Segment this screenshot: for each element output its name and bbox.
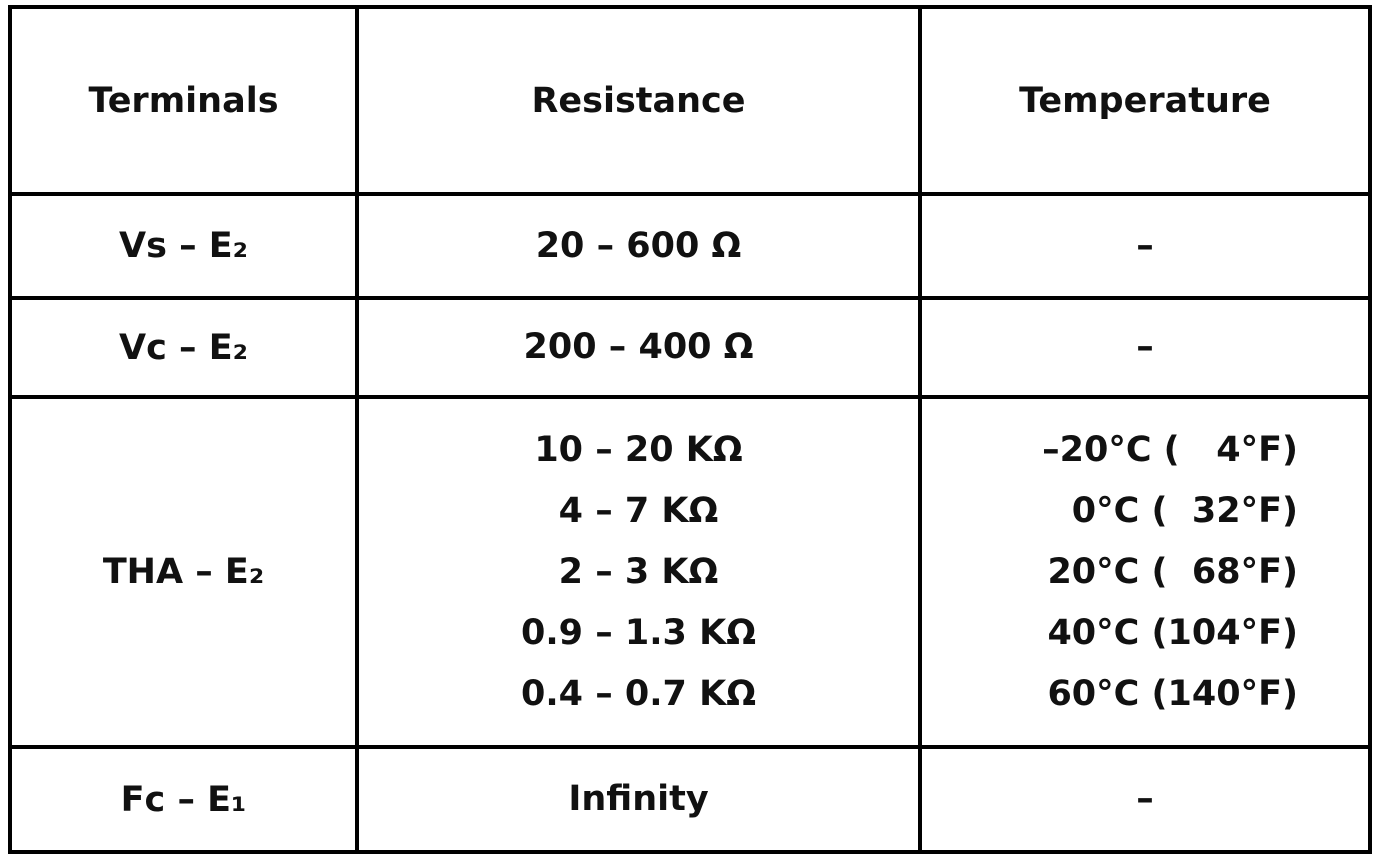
table-row: Vc – E₂ 200 – 400 Ω – xyxy=(8,296,1372,399)
cell-line: 40°C (104°F) xyxy=(1047,612,1298,653)
cell-line: Infinity xyxy=(568,779,709,819)
table-row: Fc – E₁ Infinity – xyxy=(8,745,1372,854)
cell-line: 200 – 400 Ω xyxy=(523,327,754,367)
cell-line: 60°C (140°F) xyxy=(1047,673,1298,714)
cell-line: 20 – 600 Ω xyxy=(535,225,742,266)
terminals-cell: Vs – E₂ xyxy=(8,192,359,300)
cell-line: 0.9 – 1.3 KΩ xyxy=(521,612,756,653)
header-cell: Temperature xyxy=(918,5,1372,196)
cell-line: – xyxy=(1136,779,1154,819)
resistance-cell: 20 – 600 Ω xyxy=(355,192,922,300)
cell-line: 2 – 3 KΩ xyxy=(558,551,719,592)
header-cell: Terminals xyxy=(8,5,359,196)
temperature-cell: –20°C ( 4°F) 0°C ( 32°F) 20°C ( 68°F) 40°C … xyxy=(918,395,1372,749)
cell-line: 0.4 – 0.7 KΩ xyxy=(521,673,756,714)
resistance-cell: 10 – 20 KΩ 4 – 7 KΩ 2 – 3 KΩ 0.9 – 1.3 KΩ 0.… xyxy=(355,395,922,749)
cell-line: 4 – 7 KΩ xyxy=(558,490,719,531)
cell-line: – xyxy=(1136,225,1154,266)
terminals-cell: THA – E₂ xyxy=(8,395,359,749)
cell-line: 20°C ( 68°F) xyxy=(1047,551,1298,592)
resistance-cell: Infinity xyxy=(355,745,922,854)
cell-line: 0°C ( 32°F) xyxy=(1071,490,1298,531)
header-cell: Resistance xyxy=(355,5,922,196)
temperature-cell: – xyxy=(918,192,1372,300)
terminals-cell: Vc – E₂ xyxy=(8,296,359,399)
temperature-cell: – xyxy=(918,745,1372,854)
table-row: Vs – E₂ 20 – 600 Ω – xyxy=(8,192,1372,300)
cell-line: –20°C ( 4°F) xyxy=(1042,429,1298,470)
table-row: THA – E₂ 10 – 20 KΩ 4 – 7 KΩ 2 – 3 KΩ 0.9 – … xyxy=(8,395,1372,749)
resistance-cell: 200 – 400 Ω xyxy=(355,296,922,399)
temperature-cell: – xyxy=(918,296,1372,399)
cell-line: – xyxy=(1136,327,1154,367)
cell-line: 10 – 20 KΩ xyxy=(534,429,743,470)
resistance-table: Terminals Resistance Temperature Vs – E₂ 20… xyxy=(8,5,1372,854)
terminals-cell: Fc – E₁ xyxy=(8,745,359,854)
table-header: Terminals Resistance Temperature xyxy=(8,5,1372,196)
header-row: Terminals Resistance Temperature xyxy=(8,5,1372,196)
table-body: Vs – E₂ 20 – 600 Ω – Vc – E₂ 200 – 400 Ω – THA… xyxy=(8,192,1372,854)
